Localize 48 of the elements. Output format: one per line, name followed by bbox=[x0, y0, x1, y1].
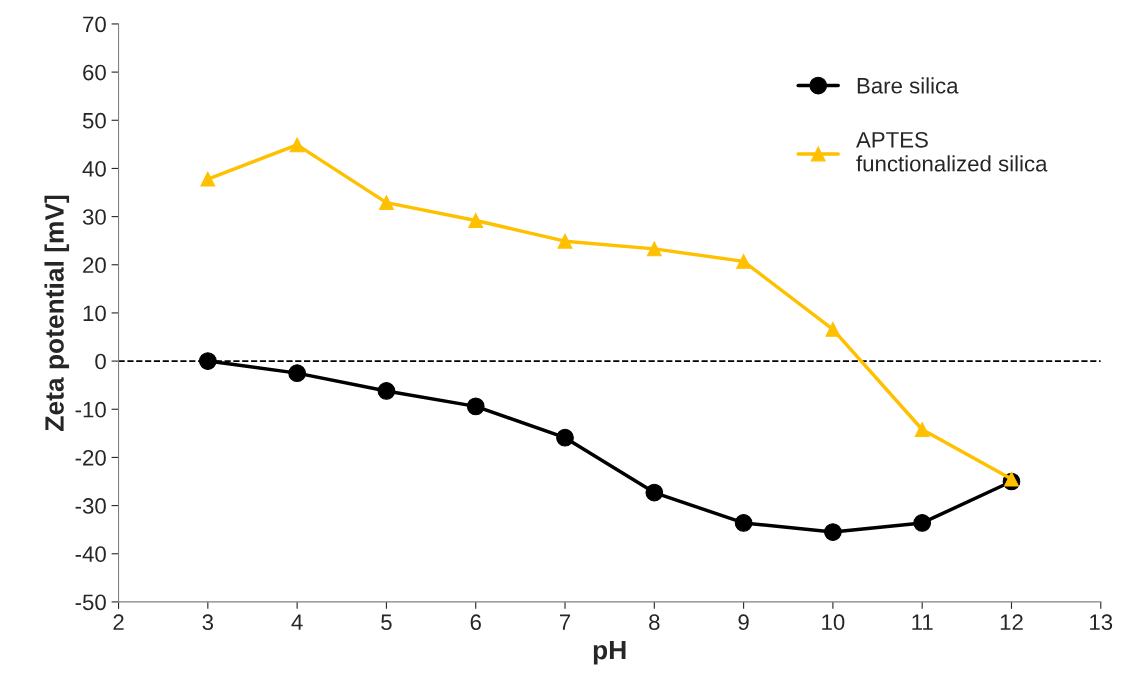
point bbox=[825, 321, 841, 337]
x-tick-label: 2 bbox=[113, 614, 124, 630]
x-tick-label: 10 bbox=[822, 614, 845, 631]
point bbox=[466, 397, 485, 416]
point bbox=[377, 382, 396, 400]
point bbox=[645, 483, 664, 502]
x-tick-label: 3 bbox=[202, 614, 214, 631]
y-tick-label: 0 bbox=[95, 353, 106, 370]
point bbox=[556, 428, 574, 447]
point bbox=[198, 352, 217, 370]
point bbox=[646, 241, 662, 257]
y-tick-label: -40 bbox=[75, 546, 106, 563]
x-axis-title: pH bbox=[593, 640, 626, 665]
y-tick-label: 30 bbox=[82, 209, 106, 225]
point bbox=[914, 422, 930, 437]
legend-label: Bare silica bbox=[857, 77, 959, 94]
y-tick-label: 10 bbox=[83, 305, 106, 322]
x-tick-label: 12 bbox=[1000, 614, 1023, 630]
point bbox=[913, 514, 932, 532]
x-tick-label: 8 bbox=[649, 614, 660, 631]
y-tick-label: -20 bbox=[75, 449, 106, 466]
y-axis-title: Zeta potential [mV] bbox=[44, 195, 70, 431]
y-tick-label: -10 bbox=[75, 401, 106, 418]
x-tick-label: 5 bbox=[381, 614, 392, 631]
x-tick-label: 11 bbox=[912, 614, 933, 630]
point bbox=[468, 212, 484, 228]
y-tick-label: 20 bbox=[83, 257, 106, 274]
point bbox=[289, 137, 305, 153]
point bbox=[1004, 471, 1019, 487]
y-tick-label: 50 bbox=[82, 112, 106, 129]
x-tick-label: 13 bbox=[1090, 614, 1113, 631]
x-tick-label: 6 bbox=[470, 614, 481, 631]
point bbox=[200, 171, 216, 187]
point bbox=[824, 523, 842, 541]
point bbox=[288, 364, 306, 382]
y-tick-label: 40 bbox=[82, 160, 106, 177]
legend-label: APTES functionalized silica bbox=[856, 131, 1048, 172]
point bbox=[557, 233, 573, 249]
x-tick-label: 7 bbox=[559, 614, 571, 630]
point bbox=[378, 195, 394, 211]
y-tick-label: 70 bbox=[83, 16, 106, 33]
point bbox=[736, 253, 752, 269]
y-tick-label: -50 bbox=[75, 594, 106, 611]
point bbox=[734, 514, 753, 532]
x-tick-label: 4 bbox=[291, 614, 303, 630]
y-tick-label: -30 bbox=[75, 498, 106, 514]
y-tick-label: 60 bbox=[83, 64, 106, 81]
x-tick-label: 9 bbox=[738, 614, 749, 631]
